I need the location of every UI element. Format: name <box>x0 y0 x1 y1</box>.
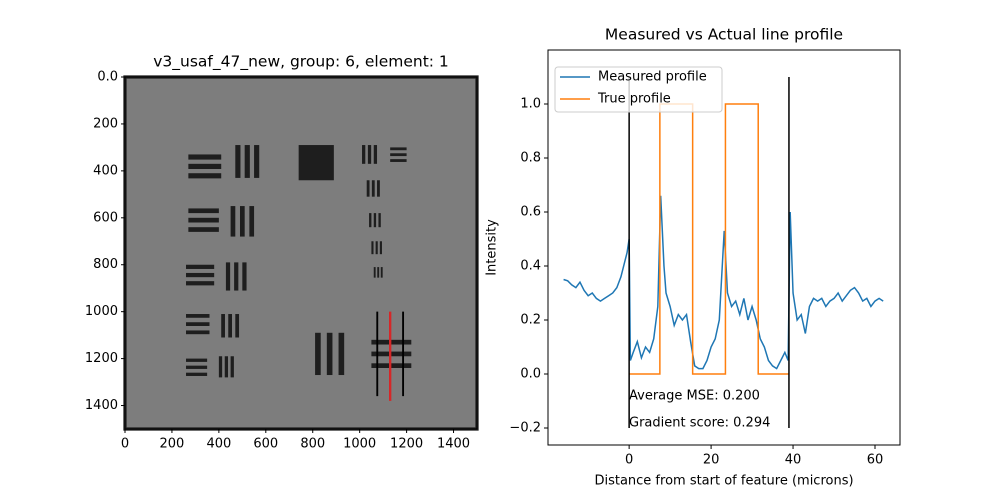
annotation: Gradient score: 0.294 <box>629 416 770 431</box>
line <box>629 103 789 375</box>
y-tick-label: 400 <box>93 163 118 178</box>
y-tick-label: 0.0 <box>520 366 541 381</box>
y-tick-label: 0.4 <box>520 258 541 273</box>
chart-title: Measured vs Actual line profile <box>605 26 843 44</box>
legend-label: True profile <box>597 92 671 107</box>
axes-frame <box>124 76 478 430</box>
y-tick-label: 1200 <box>85 351 118 366</box>
x-tick-label: 1200 <box>390 437 423 452</box>
x-tick-label: 0 <box>121 437 129 452</box>
x-axis-label: Distance from start of feature (microns) <box>594 474 853 489</box>
target-image <box>123 75 479 431</box>
x-tick-label: 60 <box>867 453 884 468</box>
x-tick-label: 200 <box>160 437 185 452</box>
y-tick-label: −0.2 <box>509 420 541 435</box>
chart-title: v3_usaf_47_new, group: 6, element: 1 <box>153 53 449 72</box>
y-tick-label: 1.0 <box>520 96 541 111</box>
x-tick-label: 1000 <box>343 437 376 452</box>
y-tick-label: 600 <box>93 210 118 225</box>
y-axis-label: Intensity <box>485 219 500 276</box>
y-tick-label: 0.2 <box>520 312 541 327</box>
annotation: Average MSE: 0.200 <box>629 389 760 404</box>
x-tick-label: 400 <box>206 437 231 452</box>
x-tick-label: 40 <box>785 453 802 468</box>
y-tick-label: 0.6 <box>520 204 541 219</box>
y-tick-label: 0.8 <box>520 150 541 165</box>
y-tick-label: 800 <box>93 257 118 272</box>
x-tick-label: 600 <box>253 437 278 452</box>
y-tick-label: 1400 <box>85 398 118 413</box>
axes-frame <box>547 49 901 446</box>
y-tick-label: 1000 <box>85 304 118 319</box>
x-tick-label: 20 <box>703 453 720 468</box>
line <box>563 195 884 370</box>
x-tick-label: 800 <box>300 437 325 452</box>
legend-box <box>554 66 723 113</box>
legend-label: Measured profile <box>598 70 707 85</box>
x-tick-label: 0 <box>625 453 633 468</box>
y-tick-label: 200 <box>93 116 118 131</box>
x-tick-label: 1400 <box>437 437 470 452</box>
y-tick-label: 0.0 <box>97 70 118 85</box>
